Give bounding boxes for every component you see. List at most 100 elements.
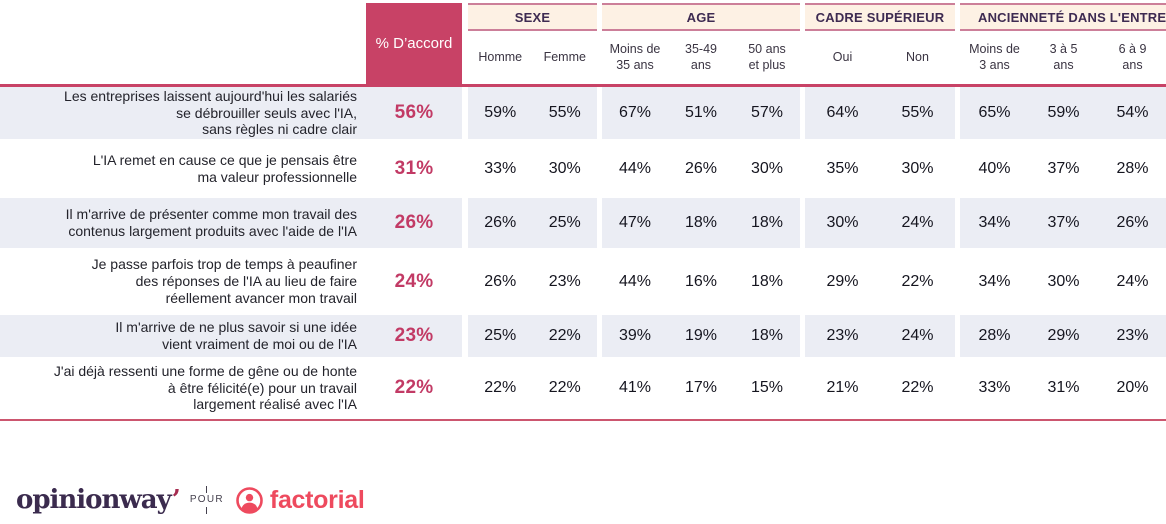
value-cell: 57% [750,104,784,121]
value-cell: 67% [618,104,652,121]
value-cell: 30% [1047,272,1080,290]
value-cell: 25% [484,327,517,344]
value-cell: 23% [548,272,581,290]
value-cell: 44% [618,159,652,177]
statement-cell: Il m'arrive de présenter comme mon trava… [65,206,357,239]
table-row: Il m'arrive de présenter comme mon trava… [0,198,1166,248]
value-cell: 29% [826,272,859,290]
value-cell: 23% [826,327,859,344]
group-age: AGE Moins de 35 ans 35-49 ans 50 ans et … [602,3,800,84]
value-cell: 55% [901,104,934,121]
table-row: J'ai déjà ressenti une forme de gêne ou … [0,357,1166,419]
col-header-moins-35: Moins de 35 ans [609,41,661,72]
agree-column-label: % D’accord [375,35,453,52]
value-cell: 22% [548,379,581,396]
value-cell: 51% [684,104,718,121]
footer-logos: opinionway’ POUR factorial [16,485,365,515]
value-cell: 39% [618,327,652,344]
value-cell: 34% [978,272,1011,290]
value-cell: 25% [548,214,581,231]
pour-top-bar [206,486,208,493]
statement-cell: J'ai déjà ressenti une forme de gêne ou … [53,362,357,413]
value-cell: 30% [901,159,934,177]
table-header: % D’accord SEXE Homme Femme AGE Moins de… [0,0,1166,84]
group-anciennete-label: ANCIENNETÉ DANS L'ENTREPRISE [960,3,1166,31]
col-header-homme: Homme [478,49,523,64]
group-cadre-label: CADRE SUPÉRIEUR [805,3,955,31]
value-cell: 19% [684,327,718,344]
col-header-oui: Oui [832,49,853,64]
value-cell: 41% [618,379,652,396]
group-cadre-superieur: CADRE SUPÉRIEUR Oui Non [805,3,955,84]
agree-value: 26% [394,212,434,233]
value-cell: 28% [1116,159,1149,177]
agree-value: 22% [394,377,434,398]
survey-results-table: % D’accord SEXE Homme Femme AGE Moins de… [0,0,1166,421]
pour-bottom-bar [206,507,208,514]
value-cell: 35% [826,159,859,177]
value-cell: 31% [1047,379,1080,396]
value-cell: 26% [484,214,517,231]
value-cell: 18% [750,272,784,290]
value-cell: 22% [548,327,581,344]
table-row: Les entreprises laissent aujourd'hui les… [0,87,1166,139]
value-cell: 30% [826,214,859,231]
value-cell: 26% [684,159,718,177]
value-cell: 26% [1116,214,1149,231]
agree-column-header: % D’accord [366,3,462,84]
value-cell: 28% [978,327,1011,344]
table-row: Je passe parfois trop de temps à peaufin… [0,248,1166,315]
agree-value: 56% [394,102,434,123]
col-header-6-9-ans: 6 à 9 ans [1118,41,1147,72]
opinionway-apostrophe: ’ [171,485,181,515]
col-header-femme: Femme [543,49,586,64]
statement-cell: L'IA remet en cause ce que je pensais êt… [92,151,357,185]
value-cell: 20% [1116,379,1149,396]
opinionway-logo: opinionway’ [16,485,181,515]
value-cell: 24% [1116,272,1149,290]
value-cell: 21% [826,379,859,396]
group-sexe-label: SEXE [468,3,597,31]
table-bottom-line [0,419,1166,421]
group-sexe: SEXE Homme Femme [468,3,597,84]
statement-column-spacer [0,3,366,84]
statement-cell: Il m'arrive de ne plus savoir si une idé… [115,319,357,352]
value-cell: 59% [484,104,517,121]
value-cell: 65% [978,104,1011,121]
col-header-50-plus: 50 ans et plus [748,41,786,72]
statement-cell: Les entreprises laissent aujourd'hui les… [64,87,357,138]
value-cell: 29% [1047,327,1080,344]
value-cell: 40% [978,159,1011,177]
col-header-3-5-ans: 3 à 5 ans [1049,41,1078,72]
value-cell: 47% [618,214,652,231]
col-header-moins-3-ans: Moins de 3 ans [969,41,1020,72]
header-left-segment: % D’accord [0,3,462,84]
value-cell: 24% [901,214,934,231]
value-cell: 17% [684,379,718,396]
value-cell: 16% [684,272,718,290]
group-anciennete: ANCIENNETÉ DANS L'ENTREPRISE Moins de 3 … [960,3,1166,84]
value-cell: 30% [548,159,581,177]
value-cell: 18% [750,214,784,231]
value-cell: 26% [484,272,517,290]
factorial-logo: factorial [236,486,365,515]
value-cell: 55% [548,104,581,121]
value-cell: 22% [484,379,517,396]
agree-value: 23% [394,325,434,346]
value-cell: 22% [901,379,934,396]
table-row: L'IA remet en cause ce que je pensais êt… [0,139,1166,198]
value-cell: 30% [750,159,784,177]
value-cell: 22% [901,272,934,290]
value-cell: 34% [978,214,1011,231]
header-underline [0,84,1166,87]
group-age-label: AGE [602,3,800,31]
value-cell: 33% [978,379,1011,396]
col-header-non: Non [906,49,929,64]
value-cell: 54% [1116,104,1149,121]
agree-value: 31% [394,157,434,179]
table-row: Il m'arrive de ne plus savoir si une idé… [0,315,1166,357]
value-cell: 24% [901,327,934,344]
value-cell: 18% [750,327,784,344]
value-cell: 37% [1047,159,1080,177]
factorial-person-icon [236,486,263,514]
